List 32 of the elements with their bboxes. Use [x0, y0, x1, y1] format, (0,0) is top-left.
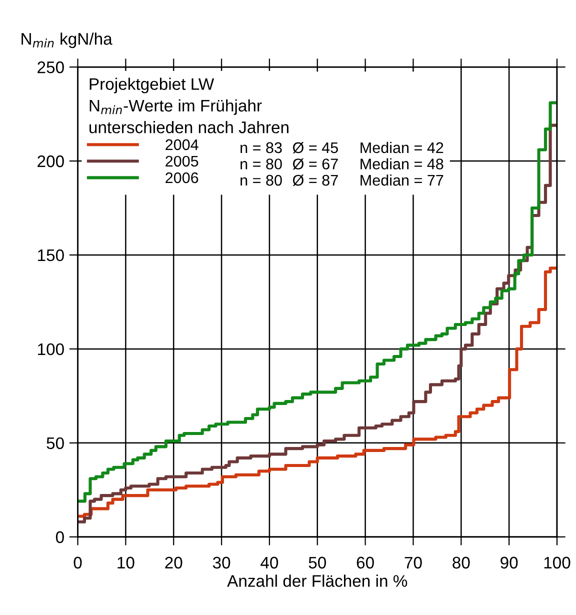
x-tick-label: 0: [74, 556, 82, 569]
annotation: Median = 48: [360, 158, 444, 170]
x-tick-label: 50: [308, 556, 326, 569]
x-tick-label: 10: [118, 556, 134, 569]
y-tick-label: 150: [38, 249, 64, 262]
annotation: Ø = 87: [292, 174, 338, 186]
x-tick-label: 30: [212, 556, 230, 569]
x-tick-label: 40: [260, 556, 278, 569]
y-tick-label: 250: [38, 61, 64, 74]
x-tick-label: 60: [356, 556, 374, 569]
x-tick-label: 100: [544, 556, 570, 569]
x-tick-label: 90: [500, 556, 518, 569]
annotation: Ø = 45: [292, 142, 338, 154]
y-tick-label: 100: [38, 343, 64, 356]
x-tick-label: 80: [452, 556, 470, 569]
legend-title: Projektgebiet LW N$_{min}$-Werte im Frühjahr unterschieden nach Jahren: [90, 78, 288, 134]
y-axis-title: N$_{min}$ kgN/ha: [22, 32, 112, 48]
y-tick-label: 0: [56, 531, 64, 544]
annotation: n = 80: [240, 158, 282, 170]
annotation: Median = 42: [360, 142, 444, 154]
y-tick-label: 50: [46, 437, 64, 450]
legend-label: 2006: [166, 172, 198, 184]
x-tick-label: 70: [404, 556, 422, 569]
x-axis-title: Anzahl der Flächen in %: [227, 574, 408, 587]
y-tick-label: 200: [38, 155, 64, 168]
annotation: n = 80: [240, 174, 282, 186]
x-tick-label: 20: [165, 556, 182, 569]
annotation: Median = 77: [360, 174, 444, 186]
annotation: Ø = 67: [292, 158, 338, 170]
annotation: n = 83: [240, 142, 282, 154]
legend-label: 2004: [166, 139, 198, 150]
legend-label: 2005: [166, 156, 198, 167]
